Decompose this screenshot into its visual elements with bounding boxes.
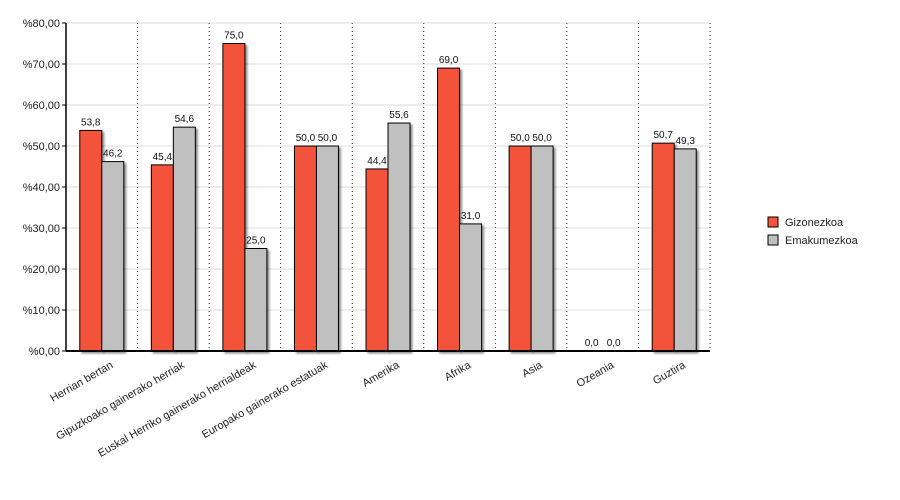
bar-gizonezkoa <box>508 145 532 352</box>
bar-emakumezkoa <box>387 122 411 352</box>
data-label: 50,0 <box>532 133 552 144</box>
bar-gizonezkoa <box>437 67 461 352</box>
legend: Gizonezkoa Emakumezkoa <box>767 216 859 247</box>
x-tick-label: Guztira <box>651 359 688 388</box>
data-label: 45,4 <box>153 152 173 163</box>
bar-emakumezkoa <box>172 126 196 352</box>
bar-emakumezkoa <box>315 145 339 352</box>
bars-layer <box>79 43 697 352</box>
data-label: 0,0 <box>585 338 599 349</box>
data-label: 31,0 <box>461 211 481 222</box>
y-tick-label: %40,00 <box>23 182 60 194</box>
x-tick-label: Herrian bertan <box>48 359 115 405</box>
x-tick-label: Afrika <box>443 359 474 384</box>
bar-emakumezkoa <box>244 248 268 352</box>
data-label: 50,0 <box>296 133 316 144</box>
data-label: 50,0 <box>510 133 530 144</box>
y-tick-label: %10,00 <box>23 305 60 317</box>
y-tick-label: %70,00 <box>23 59 60 71</box>
data-label: 55,6 <box>389 110 409 121</box>
data-label: 75,0 <box>224 31 244 42</box>
data-label: 50,7 <box>653 130 673 141</box>
x-tick-label: Gipuzkoako gainerako herriak <box>54 359 187 443</box>
data-label: 54,6 <box>175 114 195 125</box>
x-tick-label: Asia <box>520 359 545 381</box>
x-tick-label: Europako gainerako estatuak <box>200 359 330 441</box>
x-tick-label: Amerika <box>361 359 403 390</box>
legend-swatch <box>767 216 779 228</box>
x-tick-label: Ozeania <box>575 359 617 390</box>
bar-emakumezkoa <box>459 223 483 352</box>
bar-gizonezkoa <box>79 129 103 352</box>
legend-label: Gizonezkoa <box>785 217 844 229</box>
bar-gizonezkoa <box>365 168 389 352</box>
y-tick-label: %80,00 <box>23 18 60 30</box>
data-label: 46,2 <box>103 149 123 160</box>
data-label: 0,0 <box>607 338 621 349</box>
data-label: 53,8 <box>81 117 101 128</box>
legend-label: Emakumezkoa <box>785 235 859 247</box>
axis-layer <box>62 22 710 352</box>
bar-gizonezkoa <box>150 164 174 352</box>
bar-gizonezkoa <box>293 145 317 352</box>
data-label: 49,3 <box>675 136 695 147</box>
bar-emakumezkoa <box>101 161 125 352</box>
legend-swatch <box>767 234 779 246</box>
bar-gizonezkoa <box>222 43 246 352</box>
y-tick-label: %30,00 <box>23 223 60 235</box>
y-tick-label: %60,00 <box>23 100 60 112</box>
bar-emakumezkoa <box>673 148 697 352</box>
y-tick-label: %0,00 <box>29 346 60 358</box>
bar-gizonezkoa <box>651 142 675 352</box>
data-label: 25,0 <box>246 236 266 247</box>
y-tick-label: %20,00 <box>23 264 60 276</box>
bar-emakumezkoa <box>530 145 554 352</box>
data-label: 50,0 <box>318 133 338 144</box>
data-label: 69,0 <box>439 55 459 66</box>
data-label: 44,4 <box>367 156 387 167</box>
y-tick-label: %50,00 <box>23 141 60 153</box>
